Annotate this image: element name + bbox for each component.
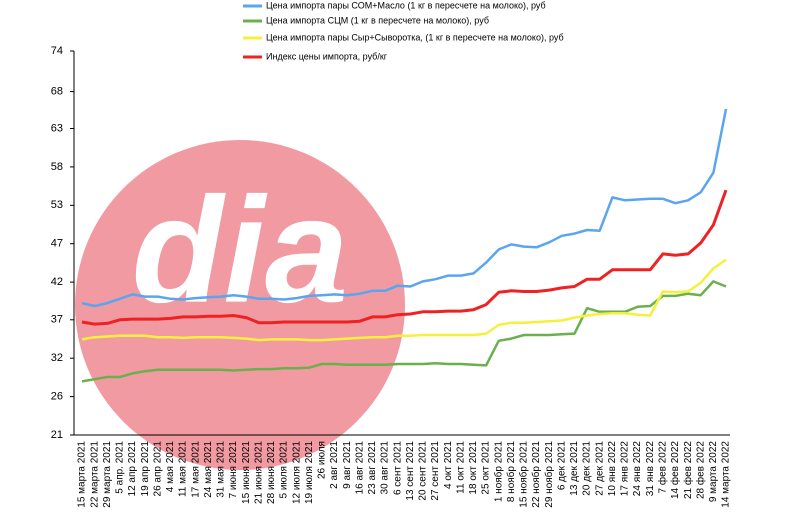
y-tick-label: 53 — [51, 199, 63, 211]
x-tick-label: 2 авг 2021 — [329, 441, 340, 489]
legend-label: Индекс цены импорта, руб/кг — [266, 51, 388, 61]
y-tick-label: 63 — [51, 122, 63, 134]
x-tick-label: 19 июля 2021 — [304, 441, 315, 504]
x-tick-label: 31 янв 2022 — [645, 441, 656, 497]
x-tick-label: 7 июня 2021 — [228, 441, 239, 499]
x-tick-label: 17 мая 2021 — [190, 441, 201, 498]
x-tick-label: 13 дек 2021 — [569, 441, 580, 496]
x-tick-label: 5 апр. 2021 — [115, 441, 126, 494]
x-tick-label: 26 июля — [317, 441, 328, 479]
series-line — [81, 280, 727, 383]
x-tick-label: 21 фев 2022 — [682, 441, 694, 499]
x-tick-label: 6 дек 2021 — [556, 441, 567, 491]
y-tick-label: 42 — [51, 276, 63, 288]
x-tick-label: 14 фев 2022 — [669, 441, 681, 499]
x-tick-label: 25 окт 2021 — [481, 441, 492, 495]
y-tick-label: 58 — [51, 161, 63, 173]
x-tick-label: 24 янв 2022 — [632, 441, 643, 497]
x-tick-label: 22 ноябр 2021 — [530, 441, 542, 508]
x-tick-label: 11 мая 2021 — [178, 441, 189, 497]
y-tick-label: 37 — [51, 314, 63, 326]
x-tick-label: 20 сент 2021 — [418, 441, 429, 501]
x-tick-label: 9 авг 2021 — [342, 441, 353, 489]
y-tick-label: 47 — [51, 238, 63, 250]
x-tick-label: 28 июня 2021 — [266, 441, 277, 504]
x-tick-label: 22 марта 2021 — [89, 441, 100, 508]
y-tick-label: 21 — [51, 429, 63, 441]
x-tick-label: 13 сент 2021 — [405, 441, 416, 501]
x-tick-label: 18 окт 2021 — [468, 441, 479, 495]
x-tick-label: 21 июня 2021 — [253, 441, 264, 504]
legend-label: Цена импорта пары Сыр+Сыворотка, (1 кг в… — [266, 32, 564, 42]
x-tick-label: 26 апр 2021 — [152, 441, 163, 497]
x-tick-label: 15 марта 2021 — [77, 441, 88, 508]
y-tick-label: 74 — [51, 45, 63, 57]
x-tick-label: 15 июня 2021 — [241, 441, 252, 504]
x-tick-label: 31 мая 2021 — [216, 441, 227, 498]
x-tick-label: 10 янв 2022 — [607, 441, 618, 497]
x-tick-label: 28 фев 2022 — [694, 441, 706, 499]
legend-label: Цена импорта СЦМ (1 кг в пересчете на мо… — [266, 15, 489, 25]
x-tick-label: 19 апр 2021 — [140, 441, 151, 497]
series-line — [81, 189, 728, 326]
y-tick-label: 68 — [51, 85, 63, 97]
x-tick-label: 6 сент 2021 — [392, 441, 403, 495]
x-tick-label: 17 янв 2022 — [620, 441, 631, 497]
x-tick-label: 4 мая 2021 — [165, 441, 176, 493]
x-tick-label: 29 ноябр 2021 — [543, 441, 555, 508]
x-tick-label: 8 ноябр 2021 — [505, 441, 517, 503]
y-tick-label: 26 — [51, 391, 63, 403]
x-tick-label: 29 марта 2021 — [102, 441, 113, 508]
x-tick-label: 27 дек 2021 — [594, 441, 605, 496]
x-tick-label: 5 июля 2021 — [279, 441, 290, 499]
x-tick-label: 27 сент 2021 — [430, 441, 441, 501]
series-line — [81, 258, 727, 342]
watermark-circle — [75, 140, 405, 470]
series-line — [81, 108, 728, 308]
x-tick-label: 23 авг 2021 — [367, 441, 378, 495]
x-tick-label: 16 авг 2021 — [354, 441, 365, 495]
x-tick-label: 20 дек 2021 — [582, 441, 593, 496]
x-tick-label: 15 ноябр 2021 — [518, 441, 530, 508]
x-tick-label: 4 окт 2021 — [443, 441, 454, 489]
legend-label: Цена импорта пары СОМ+Масло (1 кг в пере… — [266, 0, 546, 10]
x-tick-label: 1 ноябр 2021 — [492, 441, 504, 503]
x-tick-label: 12 апр 2021 — [127, 441, 138, 497]
watermark-text: dia — [132, 166, 349, 334]
x-tick-label: 14 марта 2022 — [721, 441, 732, 508]
x-tick-label: 9 марта 2022 — [708, 441, 719, 503]
x-tick-label: 24 мая 2021 — [203, 441, 214, 498]
x-tick-label: 7 фев 2022 — [657, 441, 669, 494]
x-tick-label: 12 июля 2021 — [291, 441, 302, 504]
x-tick-label: 11 окт 2021 — [455, 441, 466, 494]
y-tick-label: 32 — [51, 352, 63, 364]
x-tick-label: 30 авг 2021 — [380, 441, 391, 495]
